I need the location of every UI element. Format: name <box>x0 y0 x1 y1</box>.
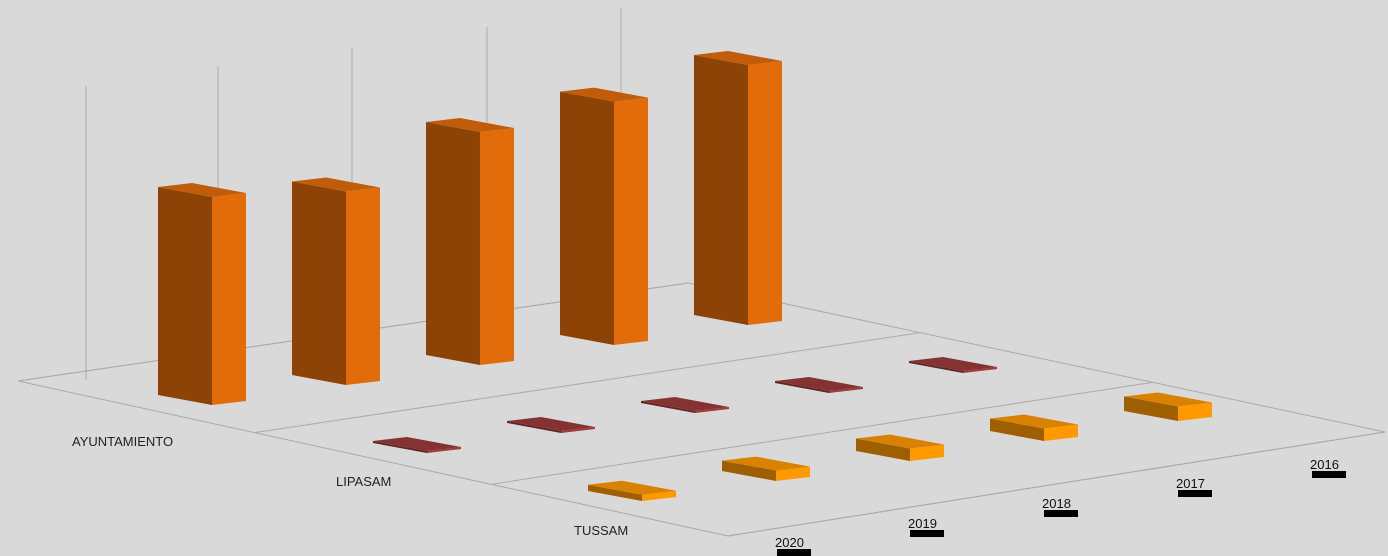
bar-top-face <box>775 377 863 391</box>
bar-top-face <box>1124 392 1212 407</box>
bar-top-face <box>158 183 246 197</box>
bar-lipasam-2019 <box>507 417 595 433</box>
floor-edge-back <box>687 282 1386 433</box>
bar-side-face <box>614 97 648 345</box>
year-label-plate <box>910 530 944 537</box>
bar-side-face <box>910 444 944 461</box>
bar-lipasam-2016 <box>909 357 997 373</box>
bar-ayuntamiento-2017 <box>560 87 648 345</box>
bar-side-face <box>212 193 246 405</box>
year-label: 2016 <box>1310 457 1339 472</box>
bar-top-face <box>560 87 648 102</box>
bar-front-face <box>292 181 346 385</box>
floor-edge-front <box>17 380 729 537</box>
bar-lipasam-2020 <box>373 437 461 453</box>
bar-tussam-2017 <box>990 414 1078 441</box>
bar-side-face <box>1178 402 1212 421</box>
bar-side-face <box>427 447 461 453</box>
bar-lipasam-2017 <box>775 377 863 393</box>
bar-top-face <box>507 417 595 431</box>
bar-ayuntamiento-2016 <box>694 51 782 325</box>
year-label: 2018 <box>1042 496 1071 511</box>
bar-top-face <box>588 480 676 495</box>
bar-top-face <box>373 437 461 451</box>
bar-front-face <box>507 421 561 433</box>
bar-side-face <box>346 187 380 385</box>
category-label: LIPASAM <box>336 474 391 489</box>
bar-top-face <box>694 51 782 65</box>
bar-side-face <box>561 427 595 433</box>
bar-side-face <box>480 128 514 365</box>
bar-lipasam-2018 <box>641 397 729 413</box>
bar-top-face <box>292 177 380 192</box>
bar-top-face <box>722 456 810 471</box>
category-label: TUSSAM <box>574 523 628 538</box>
bar-front-face <box>373 441 427 453</box>
category-gridline <box>491 381 1153 485</box>
bar-ayuntamiento-2020 <box>158 183 246 405</box>
bar-front-face <box>641 401 695 413</box>
bar-top-face <box>426 118 514 133</box>
bar-side-face <box>1044 424 1078 441</box>
bar-top-face <box>990 414 1078 429</box>
bar-top-face <box>856 434 944 449</box>
year-label: 2019 <box>908 516 937 531</box>
bar-side-face <box>963 367 997 373</box>
category-label: AYUNTAMIENTO <box>72 434 173 449</box>
bar-top-face <box>641 397 729 411</box>
category-gridline <box>254 332 921 434</box>
year-label-plate <box>777 549 811 556</box>
bar-side-face <box>695 407 729 413</box>
bars <box>158 51 1212 501</box>
year-label-plate <box>1178 490 1212 497</box>
bar-ayuntamiento-2019 <box>292 177 380 385</box>
bar-front-face <box>426 122 480 365</box>
bar-tussam-2018 <box>856 434 944 461</box>
bar-side-face <box>829 387 863 393</box>
bar-front-face <box>1124 396 1178 421</box>
bar-front-face <box>775 381 829 393</box>
bar-side-face <box>642 490 676 501</box>
bar-front-face <box>909 361 963 373</box>
bar-top-face <box>909 357 997 371</box>
bar-front-face <box>588 484 642 501</box>
bar-front-face <box>560 91 614 345</box>
year-label-plate <box>1044 510 1078 517</box>
bar-tussam-2020 <box>588 480 676 501</box>
year-label: 2020 <box>775 535 804 550</box>
bar-front-face <box>856 438 910 461</box>
bar-side-face <box>776 466 810 481</box>
bar-front-face <box>990 418 1044 441</box>
bar-front-face <box>694 55 748 325</box>
bar-ayuntamiento-2018 <box>426 118 514 365</box>
bar-side-face <box>748 61 782 325</box>
bar-front-face <box>158 187 212 405</box>
bar-tussam-2016 <box>1124 392 1212 421</box>
bar-front-face <box>722 460 776 481</box>
year-label-plate <box>1312 471 1346 478</box>
bar-tussam-2019 <box>722 456 810 481</box>
year-label: 2017 <box>1176 476 1205 491</box>
category-gridline <box>727 431 1386 537</box>
